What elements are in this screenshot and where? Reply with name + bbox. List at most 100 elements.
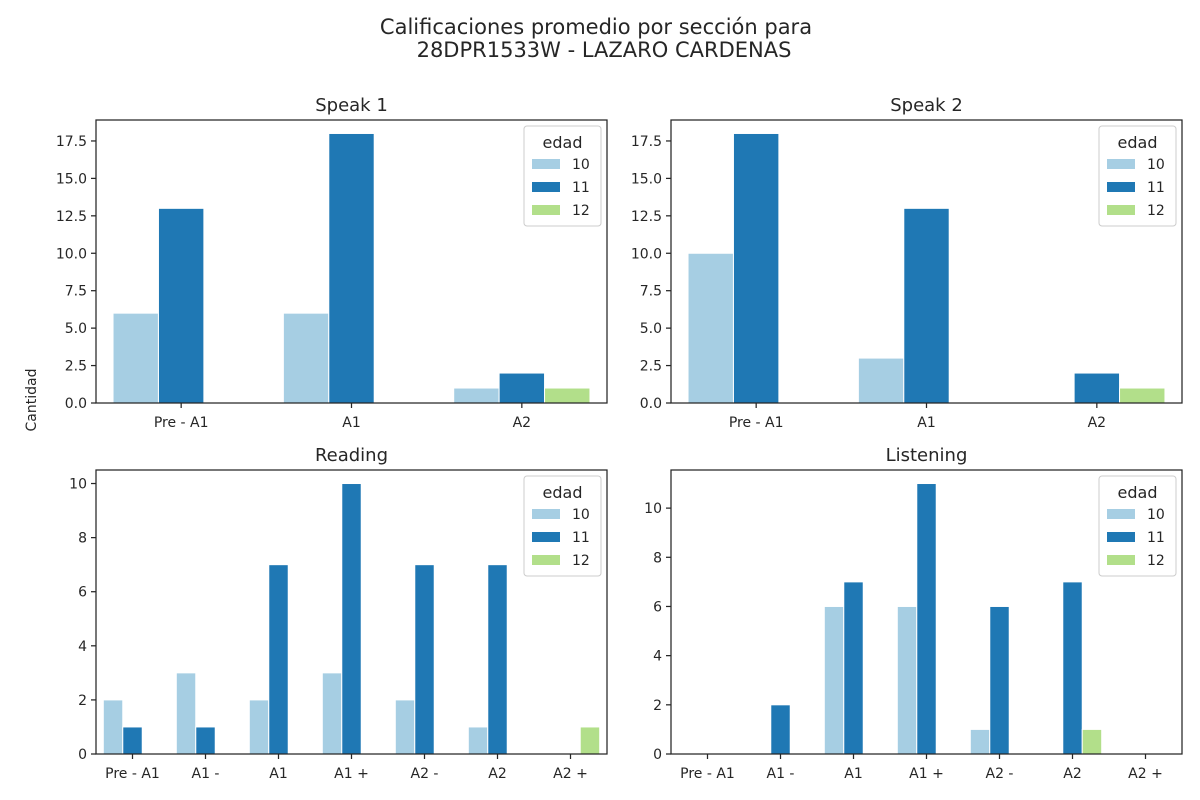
legend-3: edad 10 11 12 — [1098, 475, 1177, 577]
ytick-label-1-7: 17.5 — [631, 134, 662, 150]
panel-title-2: Reading — [315, 445, 388, 466]
legend-box-2 — [523, 475, 602, 577]
ytick-label-2-4: 8 — [78, 531, 87, 547]
ytick-label-3-5: 10 — [644, 501, 662, 517]
xtick-label-0-2: A2 — [513, 415, 531, 431]
bar-1-1-1 — [903, 207, 950, 404]
panel-0: Speak 1 Pre - A1 A1 A2 0.0 2.5 5.0 7.5 10.0 12.5 1… — [56, 95, 608, 431]
ytick-label-1-2: 5.0 — [640, 321, 662, 337]
bar-0-0-2 — [453, 387, 500, 404]
legend-label-0-2: 12 — [572, 203, 590, 219]
legend-swatch-1-0 — [1107, 159, 1135, 169]
xtick-label-2-0: Pre - A1 — [105, 766, 160, 782]
ytick-label-0-2: 5.0 — [65, 321, 87, 337]
ytick-label-3-0: 0 — [653, 747, 662, 763]
legend-label-1-1: 11 — [1147, 180, 1165, 196]
legend-label-2-0: 10 — [572, 507, 590, 523]
legend-title-3: edad — [1118, 483, 1158, 502]
bar-1-1-0 — [732, 132, 780, 404]
bar-0-2-2 — [544, 387, 591, 404]
ytick-label-1-1: 2.5 — [640, 359, 662, 375]
bar-0-0-0 — [112, 312, 159, 404]
legend-box-0 — [523, 125, 602, 227]
legend-swatch-0-1 — [532, 182, 560, 192]
ytick-label-1-3: 7.5 — [640, 284, 662, 300]
xtick-label-3-2: A1 — [844, 766, 862, 782]
ytick-label-3-2: 4 — [653, 649, 662, 665]
ytick-label-0-1: 2.5 — [65, 359, 87, 375]
bar-2-2-6 — [579, 726, 601, 755]
bar-1-0-0 — [687, 252, 734, 404]
legend-label-0-1: 11 — [572, 180, 590, 196]
xtick-label-3-6: A2 + — [1128, 766, 1163, 782]
ytick-label-2-0: 0 — [78, 747, 87, 763]
xtick-label-3-3: A1 + — [909, 766, 944, 782]
bar-0-1-0 — [157, 207, 205, 404]
xtick-label-2-1: A1 - — [192, 766, 220, 782]
xtick-label-1-0: Pre - A1 — [729, 415, 784, 431]
bar-0-1-2 — [498, 372, 546, 404]
bar-2-1-3 — [341, 483, 362, 755]
legend-label-2-1: 11 — [572, 530, 590, 546]
xtick-label-3-1: A1 - — [767, 766, 795, 782]
bar-2-1-5 — [487, 564, 508, 755]
xtick-label-2-2: A1 — [269, 766, 287, 782]
xtick-label-2-6: A2 + — [553, 766, 588, 782]
legend-swatch-1-2 — [1107, 205, 1135, 215]
panel-3: Listening Pre - A1 A1 - A1 A1 + A2 - A2 A2 + 0 2 4… — [644, 445, 1183, 782]
ytick-label-0-5: 12.5 — [56, 209, 87, 225]
bar-2-0-1 — [175, 672, 197, 755]
ytick-label-1-5: 12.5 — [631, 209, 662, 225]
panel-title-3: Listening — [886, 445, 968, 466]
bar-3-0-2 — [823, 605, 845, 755]
legend-swatch-3-2 — [1107, 555, 1135, 565]
figure-title-line1: Calificaciones promedio por sección para — [380, 15, 812, 39]
xtick-label-0-0: Pre - A1 — [154, 415, 209, 431]
bar-2-0-4 — [394, 699, 416, 755]
ytick-label-2-5: 10 — [69, 477, 87, 493]
ytick-label-1-6: 15.0 — [631, 171, 662, 187]
figure-title-line2: 28DPR1533W - LAZARO CARDENAS — [417, 38, 792, 62]
legend-title-0: edad — [543, 133, 583, 152]
bar-2-0-0 — [102, 699, 124, 755]
legend-label-1-2: 12 — [1147, 203, 1165, 219]
legend-label-1-0: 10 — [1147, 157, 1165, 173]
legend-1: edad 10 11 12 — [1098, 125, 1177, 227]
bar-2-1-0 — [122, 726, 143, 755]
bar-2-1-2 — [268, 564, 289, 755]
bar-3-1-4 — [989, 605, 1010, 755]
xtick-label-2-5: A2 — [488, 766, 506, 782]
legend-swatch-2-0 — [532, 509, 560, 519]
legend-swatch-3-0 — [1107, 509, 1135, 519]
legend-title-2: edad — [543, 483, 583, 502]
bar-1-1-2 — [1073, 372, 1121, 404]
ytick-label-2-2: 4 — [78, 639, 87, 655]
bar-2-0-5 — [467, 726, 489, 755]
bar-3-0-3 — [896, 605, 918, 755]
ytick-label-0-6: 15.0 — [56, 171, 87, 187]
bar-0-0-1 — [282, 312, 330, 404]
xtick-label-3-4: A2 - — [986, 766, 1014, 782]
ytick-label-0-0: 0.0 — [65, 396, 87, 412]
ytick-label-0-7: 17.5 — [56, 134, 87, 150]
legend-swatch-1-1 — [1107, 182, 1135, 192]
legend-swatch-3-1 — [1107, 532, 1135, 542]
ytick-label-2-1: 2 — [78, 693, 87, 709]
xtick-label-3-0: Pre - A1 — [680, 766, 735, 782]
bar-0-1-1 — [328, 132, 375, 404]
legend-title-1: edad — [1118, 133, 1158, 152]
xtick-label-2-4: A2 - — [411, 766, 439, 782]
panels: Speak 1 Pre - A1 A1 A2 0.0 2.5 5.0 7.5 10.0 12.5 1… — [56, 95, 1183, 782]
legend-label-3-2: 12 — [1147, 553, 1165, 569]
ytick-label-3-3: 6 — [653, 599, 662, 615]
bar-3-1-2 — [843, 581, 864, 755]
legend-swatch-2-2 — [532, 555, 560, 565]
legend-2: edad 10 11 12 — [523, 475, 602, 577]
bar-2-1-4 — [414, 564, 435, 755]
panel-2: Reading Pre - A1 A1 - A1 A1 + A2 - A2 A2 + 0 2 4 6 8… — [69, 445, 608, 782]
bar-3-1-5 — [1062, 581, 1083, 755]
xtick-label-1-1: A1 — [917, 415, 935, 431]
ytick-label-0-4: 10.0 — [56, 246, 87, 262]
ytick-label-0-3: 7.5 — [65, 284, 87, 300]
legend-0: edad 10 11 12 — [523, 125, 602, 227]
